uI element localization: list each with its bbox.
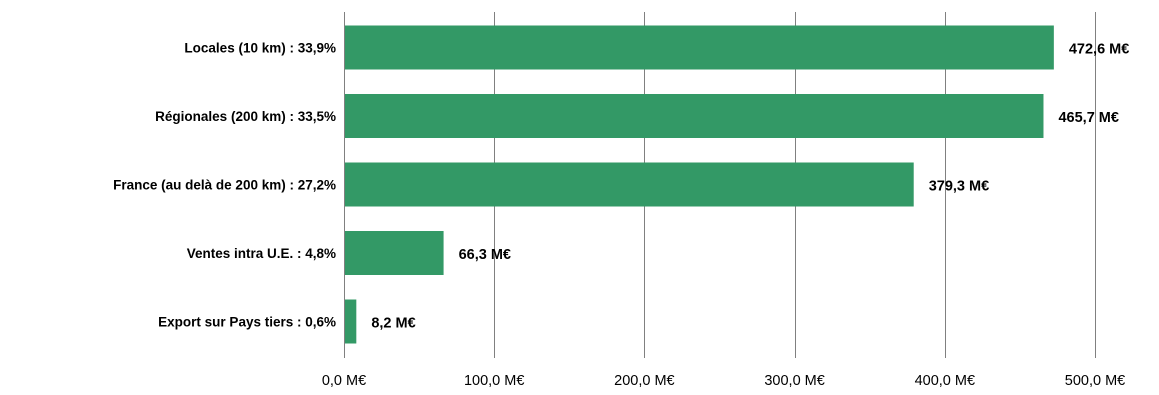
x-tick-label: 300,0 M€ (764, 373, 824, 389)
value-label: 8,2 M€ (371, 316, 415, 332)
x-tick-label: 100,0 M€ (464, 373, 524, 389)
category-label: Ventes intra U.E. : 4,8% (187, 246, 336, 261)
bar (345, 25, 1054, 70)
value-label: 465,7 M€ (1058, 110, 1118, 126)
x-tick-label: 200,0 M€ (614, 373, 674, 389)
value-label: 379,3 M€ (929, 179, 989, 195)
labels: 0,0 M€ 100,0 M€ 200,0 M€ 300,0 M€ 400,0 M€ 50… (113, 41, 1129, 390)
bar (345, 231, 444, 275)
x-tick-label: 400,0 M€ (915, 373, 975, 389)
bar (345, 162, 914, 207)
category-label: Locales (10 km) : 33,9% (184, 41, 336, 56)
category-label: Régionales (200 km) : 33,5% (155, 109, 336, 124)
bar (345, 94, 1044, 138)
value-label: 472,6 M€ (1069, 42, 1129, 58)
x-tick-label: 0,0 M€ (322, 373, 366, 389)
value-label: 66,3 M€ (459, 247, 511, 263)
bar (345, 299, 357, 344)
category-label: Export sur Pays tiers : 0,6% (158, 315, 336, 330)
bars (345, 25, 1054, 344)
category-label: France (au delà de 200 km) : 27,2% (113, 178, 336, 193)
x-tick-label: 500,0 M€ (1065, 373, 1125, 389)
